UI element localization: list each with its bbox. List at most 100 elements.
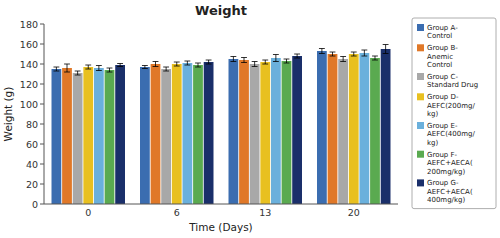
legend-label-line: Group F- — [427, 151, 458, 159]
error-bar — [75, 71, 81, 75]
error-cap — [361, 56, 367, 57]
error-line — [364, 50, 365, 56]
y-tick — [40, 204, 44, 205]
error-cap — [330, 52, 336, 53]
error-line — [77, 71, 78, 75]
y-axis-line — [44, 24, 45, 204]
bar — [182, 63, 192, 204]
error-bar — [252, 62, 258, 67]
error-cap — [252, 61, 258, 62]
error-cap — [195, 63, 201, 64]
y-tick-label: 140 — [20, 59, 38, 70]
error-cap — [273, 61, 279, 62]
legend-item: Group D-AEFC(200mg/kg) — [417, 93, 475, 118]
error-cap — [153, 61, 159, 62]
bar — [349, 54, 359, 204]
error-bar — [319, 49, 325, 54]
y-tick-label: 20 — [26, 179, 38, 190]
bar — [193, 65, 203, 204]
error-cap — [142, 68, 148, 69]
error-line — [208, 60, 209, 64]
bar — [239, 60, 249, 204]
error-cap — [241, 57, 247, 58]
bar — [359, 53, 369, 204]
legend-label-line: 200mg/kg) — [427, 168, 465, 176]
bar — [292, 56, 302, 204]
error-line — [166, 67, 167, 71]
legend-label-line: Group E- — [427, 122, 458, 130]
error-cap — [294, 58, 300, 59]
error-cap — [351, 56, 357, 57]
bar — [172, 64, 182, 204]
legend-item: Group C-Standard Drug — [417, 73, 478, 89]
error-bar — [117, 64, 123, 67]
error-bar — [383, 45, 389, 54]
error-cap — [284, 59, 290, 60]
legend-item: Group G-AEFC+AECA(400mg/kg) — [417, 179, 473, 204]
bar — [229, 59, 239, 204]
legend-label-line: kg) — [427, 110, 438, 118]
error-bar — [273, 55, 279, 62]
error-bar — [340, 57, 346, 62]
error-cap — [383, 53, 389, 54]
error-cap — [319, 53, 325, 54]
error-line — [144, 66, 145, 69]
error-cap — [383, 44, 389, 45]
error-cap — [319, 48, 325, 49]
error-line — [88, 65, 89, 69]
error-line — [321, 49, 322, 54]
error-cap — [107, 68, 113, 69]
bar — [161, 69, 171, 204]
error-line — [385, 45, 386, 54]
error-line — [98, 66, 99, 71]
y-tick — [40, 24, 44, 25]
bar — [73, 73, 83, 204]
error-line — [332, 52, 333, 56]
legend-label-line: Group D- — [427, 93, 459, 101]
bar — [338, 59, 348, 204]
legend-swatch — [417, 151, 424, 158]
error-bar — [53, 67, 59, 71]
legend-swatch — [417, 179, 424, 186]
y-tick — [40, 124, 44, 125]
y-tick-label: 0 — [32, 199, 38, 210]
error-bar — [361, 50, 367, 56]
error-cap — [64, 72, 70, 73]
error-cap — [96, 65, 102, 66]
legend-label-line: Group G- — [427, 179, 459, 187]
error-bar — [142, 66, 148, 69]
bar — [105, 70, 115, 204]
error-bar — [96, 66, 102, 71]
error-bar — [351, 52, 357, 56]
y-axis: 020406080100120140160180 — [20, 19, 44, 210]
title: Weight — [195, 3, 247, 18]
legend-label-line: kg) — [427, 139, 438, 147]
error-bar — [174, 62, 180, 66]
legend-label: Group A-Control — [427, 24, 458, 40]
error-cap — [53, 67, 59, 68]
chart: Weight020406080100120140160180061320Time… — [0, 0, 500, 238]
legend-label-line: 400mg/kg) — [427, 196, 465, 204]
y-tick — [40, 164, 44, 165]
error-line — [353, 52, 354, 56]
legend-item: Group A-Control — [417, 24, 458, 40]
error-cap — [142, 65, 148, 66]
error-cap — [64, 64, 70, 65]
legend-label-line: AEFC+AECA( — [427, 188, 473, 196]
bar — [94, 68, 104, 204]
legend-frame — [412, 18, 496, 209]
legend-label: Group E-AEFC(400mg/kg) — [427, 122, 475, 147]
y-tick — [40, 64, 44, 65]
y-tick-label: 100 — [20, 99, 38, 110]
error-line — [343, 57, 344, 62]
error-bar — [330, 52, 336, 56]
bar — [317, 51, 327, 204]
error-bar — [284, 59, 290, 63]
error-bar — [163, 67, 169, 71]
error-line — [275, 55, 276, 62]
legend-swatch — [417, 122, 424, 129]
error-cap — [351, 52, 357, 53]
error-bar — [153, 62, 159, 67]
legend-swatch — [417, 44, 424, 51]
legend-swatch — [417, 24, 424, 31]
